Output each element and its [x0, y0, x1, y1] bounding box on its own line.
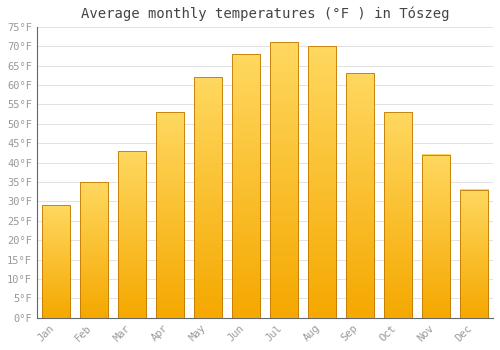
Bar [194, 77, 222, 318]
Bar [384, 112, 412, 318]
Bar [270, 42, 298, 318]
Bar [460, 190, 488, 318]
Title: Average monthly temperatures (°F ) in Tószeg: Average monthly temperatures (°F ) in Tó… [80, 7, 449, 21]
Bar [232, 54, 260, 318]
Bar [308, 46, 336, 318]
Bar [80, 182, 108, 318]
Bar [156, 112, 184, 318]
Bar [118, 151, 146, 318]
Bar [42, 205, 70, 318]
Bar [346, 74, 374, 318]
Bar [422, 155, 450, 318]
